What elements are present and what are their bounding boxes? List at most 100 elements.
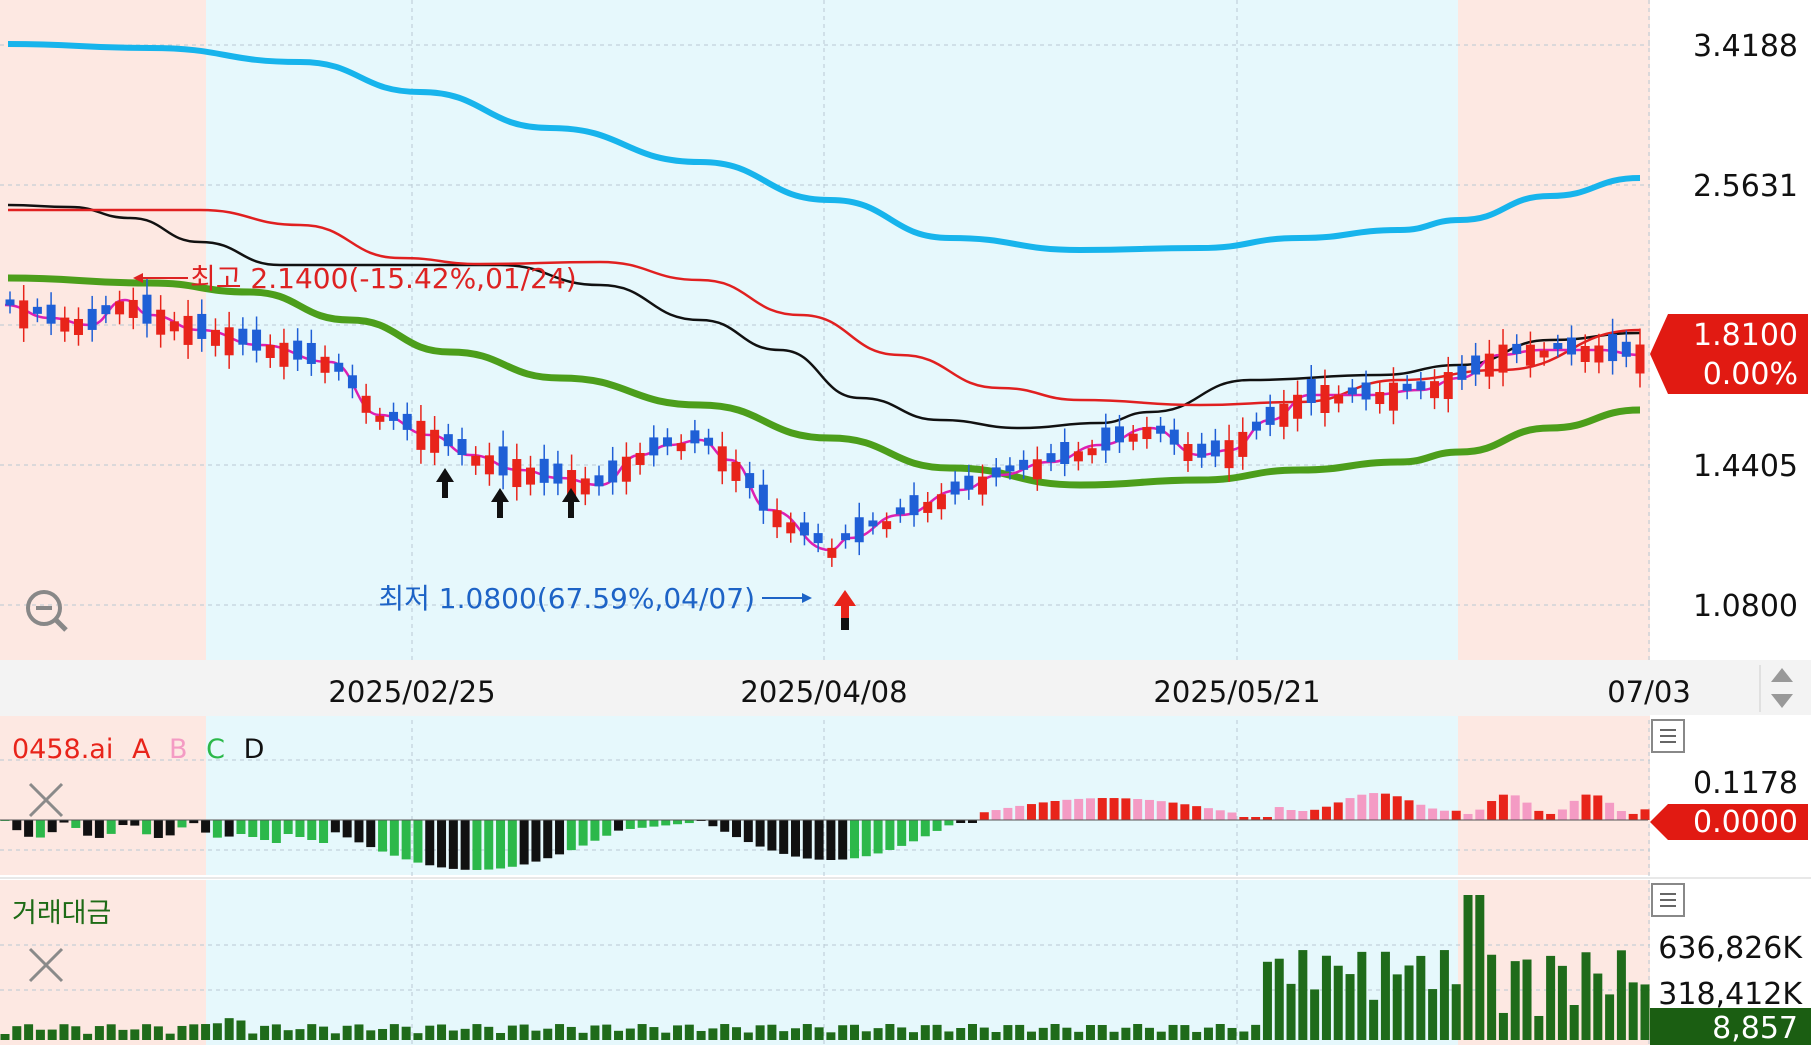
candle	[882, 512, 892, 538]
indicator-close-icon[interactable]	[28, 782, 64, 818]
volume-bar	[543, 1028, 553, 1040]
volume-close-icon[interactable]	[28, 947, 64, 983]
candle-body	[265, 344, 275, 358]
candle-body	[1388, 382, 1398, 411]
candle-body	[1539, 350, 1549, 358]
volume-bar	[1133, 1024, 1143, 1040]
volume-bar	[118, 1029, 128, 1040]
candle	[1279, 389, 1289, 440]
volume-bar	[1439, 950, 1449, 1040]
candle	[854, 502, 864, 556]
candle	[786, 512, 796, 543]
volume-bar	[1050, 1024, 1060, 1040]
candle	[1060, 428, 1070, 477]
candle	[197, 299, 207, 352]
indicator-bar	[413, 820, 423, 863]
indicator-menu-icon[interactable]	[1651, 719, 1685, 753]
volume-bar	[212, 1023, 222, 1040]
indicator-bar	[1097, 798, 1107, 820]
zoom-out-icon[interactable]	[26, 590, 68, 632]
indicator-bar	[1345, 798, 1355, 820]
series-label-d: D	[244, 734, 265, 765]
volume-bar	[83, 1033, 93, 1040]
volume-bar	[1074, 1031, 1084, 1040]
candle-body	[553, 463, 563, 484]
volume-bar	[271, 1024, 281, 1040]
candle	[1580, 334, 1590, 373]
candle-body	[128, 299, 138, 318]
candle-body	[471, 455, 481, 466]
indicator-bar	[283, 820, 293, 834]
volume-bar	[1498, 1012, 1508, 1040]
volume-bar	[743, 1032, 753, 1040]
candle-body	[1567, 337, 1577, 355]
indicator-bar	[602, 820, 612, 836]
candle-body	[238, 328, 248, 345]
candle	[841, 524, 851, 549]
volume-bar	[1180, 1025, 1190, 1040]
candle-body	[115, 301, 125, 315]
indicator-bar	[802, 820, 812, 859]
candle-body	[1060, 442, 1070, 464]
volume-bar	[283, 1030, 293, 1040]
candle-body	[60, 317, 70, 332]
current-price-badge: 1.8100 0.00%	[1650, 314, 1808, 394]
indicator-bar	[1357, 794, 1367, 820]
scroll-arrows-icon[interactable]	[1771, 668, 1793, 708]
candle-body	[169, 321, 179, 332]
indicator-bar	[177, 820, 187, 828]
candle-body	[731, 461, 741, 481]
volume-bar	[342, 1025, 352, 1040]
indicator-bar	[1133, 799, 1143, 820]
candle	[772, 498, 782, 539]
indicator-bar	[566, 820, 576, 851]
volume-menu-icon[interactable]	[1651, 883, 1685, 917]
indicator-bar	[991, 810, 1001, 820]
candle	[1553, 334, 1563, 358]
indicator-bar	[543, 820, 553, 859]
volume-bar	[35, 1029, 45, 1040]
candle-body	[1594, 345, 1604, 363]
price-tick-2: 2.5631	[1693, 169, 1798, 204]
indicator-bar	[791, 820, 801, 857]
candle-body	[210, 329, 220, 346]
candle	[1224, 424, 1234, 482]
indicator-bar	[1593, 795, 1603, 820]
candle	[745, 461, 755, 499]
candle	[1375, 381, 1385, 414]
indicator-bar	[165, 820, 175, 836]
candle	[1114, 414, 1124, 453]
volume-bar	[1333, 965, 1343, 1040]
candle	[128, 287, 138, 330]
candle-body	[635, 452, 645, 465]
candle-body	[1498, 344, 1508, 373]
indicator-bar	[1274, 807, 1284, 820]
indicator-bar	[201, 820, 211, 833]
volume-bar	[224, 1018, 234, 1040]
candle	[758, 469, 768, 524]
indicator-bar	[932, 820, 942, 831]
volume-bar	[1310, 989, 1320, 1040]
buy-arrow-1	[436, 468, 454, 498]
candle-body	[1484, 353, 1494, 377]
volume-bar	[12, 1026, 22, 1040]
indicator-bar	[484, 820, 494, 870]
candle-body	[1553, 343, 1563, 349]
candle-body	[1073, 451, 1083, 462]
indicator-axis-tick: 0.1178	[1693, 766, 1798, 801]
indicator-title: 0458.ai A B C D	[12, 734, 264, 765]
volume-bar	[24, 1024, 34, 1040]
candle-body	[772, 510, 782, 528]
volume-bar	[767, 1024, 777, 1040]
indicator-bar	[1628, 813, 1638, 820]
volume-bar	[1404, 965, 1414, 1040]
candle	[347, 364, 357, 399]
volume-bar	[189, 1024, 199, 1040]
indicator-bar	[189, 820, 199, 824]
candle-body	[1265, 406, 1275, 425]
candle-body	[813, 533, 823, 544]
candle-body	[1114, 426, 1124, 443]
indicator-bar	[1522, 802, 1532, 820]
candle-body	[5, 299, 15, 306]
